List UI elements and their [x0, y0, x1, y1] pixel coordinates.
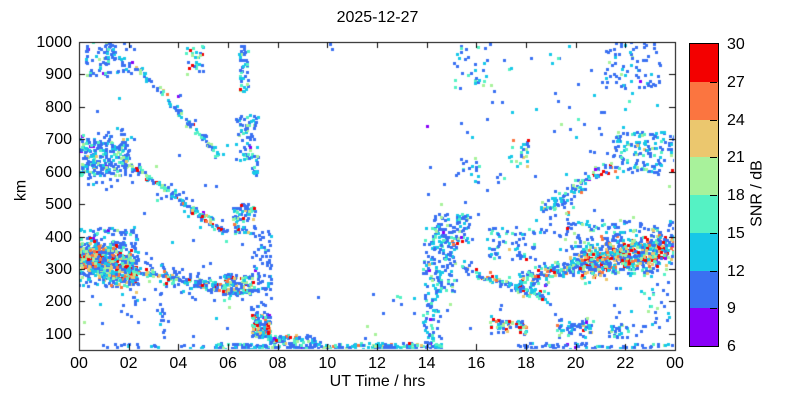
- x-tick-label: 06: [219, 355, 237, 372]
- y-tick-label: 100: [45, 326, 72, 343]
- colorbar-segment: [690, 81, 718, 120]
- colorbar-segment: [690, 44, 718, 82]
- x-tick-label: 02: [119, 355, 138, 372]
- x-tick-label: 18: [517, 355, 535, 372]
- colorbar-tick-label: 30: [727, 36, 745, 53]
- y-tick-label: 400: [45, 229, 72, 246]
- x-tick-label: 16: [467, 355, 486, 372]
- y-tick-label: 300: [45, 261, 72, 278]
- y-tick-label: 600: [45, 164, 72, 181]
- colorbar-tick-mark: [710, 233, 717, 234]
- colorbar-segment: [690, 232, 718, 271]
- colorbar-label: SNR / dB: [748, 160, 766, 227]
- x-tick-label: 14: [417, 355, 436, 372]
- y-tick-label: 200: [45, 293, 72, 310]
- x-tick-label: 10: [318, 355, 337, 372]
- colorbar-segment: [690, 308, 718, 346]
- colorbar-tick-label: 21: [727, 149, 745, 166]
- chart-title: 2025-12-27: [336, 9, 419, 26]
- colorbar-segment: [690, 195, 718, 233]
- x-tick-label: 00: [70, 355, 88, 372]
- colorbar-tick-label: 24: [727, 112, 745, 129]
- colorbar-tick-label: 6: [727, 338, 736, 355]
- colorbar-tick-label: 9: [727, 300, 736, 317]
- colorbar-tick-mark: [710, 120, 717, 121]
- x-axis-label: UT Time / hrs: [329, 373, 426, 390]
- colorbar-segment: [690, 119, 718, 158]
- x-tick-label: 08: [268, 355, 287, 372]
- x-tick-label: 20: [566, 355, 585, 372]
- x-tick-label: 04: [169, 355, 188, 372]
- y-tick-label: 700: [45, 131, 72, 148]
- colorbar-tick-label: 15: [727, 225, 745, 242]
- colorbar: [689, 43, 719, 347]
- colorbar-segment: [690, 157, 718, 195]
- colorbar-tick-mark: [710, 271, 717, 272]
- y-tick-label: 800: [45, 99, 72, 116]
- colorbar-tick-mark: [710, 308, 717, 309]
- colorbar-tick-label: 18: [727, 187, 745, 204]
- colorbar-tick-mark: [710, 82, 717, 83]
- y-tick-label: 1000: [36, 34, 72, 51]
- colorbar-tick-label: 27: [727, 74, 745, 91]
- x-tick-label: 22: [616, 355, 635, 372]
- colorbar-tick-mark: [710, 157, 717, 158]
- x-tick-label: 12: [368, 355, 386, 372]
- x-tick-label: 00: [666, 355, 684, 372]
- colorbar-segment: [690, 270, 718, 309]
- colorbar-tick-label: 12: [727, 263, 745, 280]
- y-tick-label: 900: [45, 66, 72, 83]
- y-tick-label: 500: [45, 196, 72, 213]
- colorbar-tick-mark: [710, 195, 717, 196]
